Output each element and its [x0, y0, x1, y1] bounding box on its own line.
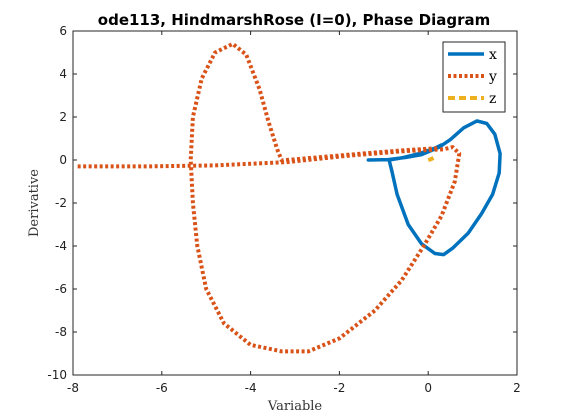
chart-title: ode113, HindmarshRose (I=0), Phase Diagr… [98, 11, 490, 29]
y-tick-label: -8 [55, 325, 67, 339]
y-axis-label: Derivative [27, 169, 42, 237]
y-tick-label: 6 [59, 24, 67, 38]
x-tick-label: 2 [513, 381, 521, 395]
x-axis-label: Variable [267, 399, 323, 414]
series-z-line [427, 156, 435, 162]
y-tick-label: -4 [55, 239, 67, 253]
y-tick-label: 4 [59, 67, 67, 81]
series-x-line [366, 119, 502, 257]
x-tick-label: -6 [156, 381, 168, 395]
y-tick-label: -2 [55, 196, 67, 210]
y-tick-label: -6 [55, 282, 67, 296]
x-tick-label: 0 [424, 381, 432, 395]
legend: xyz [442, 41, 506, 113]
x-tick-label: -2 [333, 381, 345, 395]
y-tick-label: -10 [47, 368, 67, 382]
legend-label-z: z [489, 91, 496, 107]
series-layer [77, 41, 502, 354]
x-tick-label: -4 [245, 381, 257, 395]
x-tick-label: -8 [67, 381, 79, 395]
legend-label-y: y [488, 69, 497, 85]
y-tick-label: 2 [59, 110, 67, 124]
legend-label-x: x [489, 47, 497, 63]
y-tick-label: 0 [59, 153, 67, 167]
